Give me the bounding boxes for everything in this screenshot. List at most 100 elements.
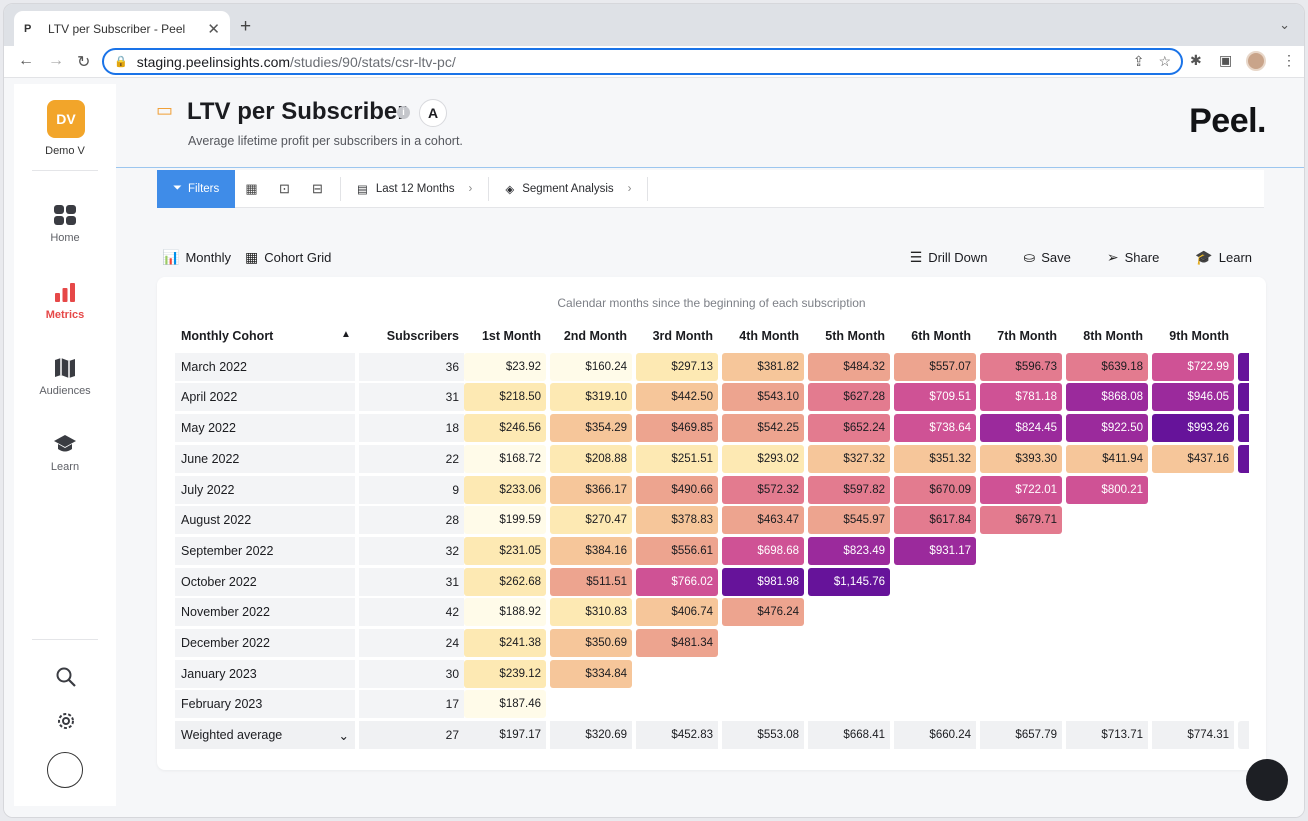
ltv-cell[interactable]: $484.32	[808, 352, 890, 381]
ltv-cell[interactable]: $411.94	[1066, 444, 1148, 473]
ltv-cell[interactable]: $993.26	[1152, 414, 1234, 443]
ltv-cell[interactable]: $188.92	[464, 598, 546, 627]
ltv-cell[interactable]: $310.83	[550, 598, 632, 627]
close-tab-icon[interactable]: ✕	[207, 20, 220, 38]
sort-ascending-icon[interactable]: ▲	[341, 329, 351, 340]
ltv-cell[interactable]: $572.32	[722, 475, 804, 504]
sidebar-item-metrics[interactable]: Metrics	[14, 281, 116, 321]
segment-analysis-selector[interactable]: ◈ Segment Analysis ›	[495, 182, 641, 196]
search-icon[interactable]	[55, 666, 77, 688]
ltv-cell[interactable]: $557.07	[894, 352, 976, 381]
tab-search-icon[interactable]: ⌄	[1279, 17, 1290, 32]
calendar-filter-icon[interactable]: ▦	[245, 180, 258, 196]
gear-icon[interactable]	[55, 710, 77, 732]
browser-menu-icon[interactable]: ⋮	[1282, 52, 1296, 68]
user-avatar[interactable]	[47, 752, 83, 788]
ltv-cell-overflow[interactable]	[1238, 414, 1249, 443]
ltv-cell[interactable]: $160.24	[550, 352, 632, 381]
address-bar[interactable]: 🔒 staging.peelinsights.com/studies/90/st…	[102, 48, 1183, 75]
column-header-month[interactable]: 5th Month	[825, 329, 885, 343]
ltv-cell[interactable]: $319.10	[550, 383, 632, 412]
ltv-cell[interactable]: $781.18	[980, 383, 1062, 412]
ltv-cell[interactable]: $543.10	[722, 383, 804, 412]
customer-filter-icon[interactable]: ⊡	[279, 180, 290, 196]
ltv-cell[interactable]: $1,145.76	[808, 567, 890, 596]
ltv-cell[interactable]: $350.69	[550, 629, 632, 657]
column-header-month[interactable]: 1st Month	[481, 329, 541, 343]
ltv-cell[interactable]: $187.46	[464, 690, 546, 719]
reload-icon[interactable]: ↻	[77, 54, 91, 71]
ltv-cell[interactable]: $922.50	[1066, 414, 1148, 443]
filters-button[interactable]: ⏷ Filters	[157, 169, 235, 208]
extensions-icon[interactable]: ✱	[1190, 52, 1202, 68]
ltv-cell[interactable]: $262.68	[464, 567, 546, 596]
info-icon[interactable]: i	[397, 106, 410, 119]
column-header-month[interactable]: 9th Month	[1169, 329, 1229, 343]
browser-tab[interactable]: P LTV per Subscriber - Peel ✕	[14, 11, 230, 46]
ltv-cell[interactable]: $199.59	[464, 506, 546, 535]
ltv-cell[interactable]: $542.25	[722, 414, 804, 443]
ltv-cell[interactable]: $251.51	[636, 444, 718, 473]
ltv-cell[interactable]: $168.72	[464, 444, 546, 473]
share-page-icon[interactable]: ⇪	[1132, 53, 1145, 69]
ltv-cell[interactable]: $297.13	[636, 352, 718, 381]
analyst-badge[interactable]: A	[419, 99, 447, 127]
ltv-cell[interactable]: $378.83	[636, 506, 718, 535]
ltv-cell[interactable]: $366.17	[550, 475, 632, 504]
column-header-subscribers[interactable]: Subscribers	[386, 329, 459, 343]
ltv-cell[interactable]: $709.51	[894, 383, 976, 412]
save-button[interactable]: ⛀ Save	[1024, 249, 1071, 266]
column-header-month[interactable]: 3rd Month	[652, 329, 713, 343]
ltv-cell[interactable]: $481.34	[636, 629, 718, 657]
ltv-cell[interactable]: $293.02	[722, 444, 804, 473]
ltv-cell[interactable]: $652.24	[808, 414, 890, 443]
forward-icon[interactable]: →	[48, 52, 64, 69]
ltv-cell[interactable]: $617.84	[894, 506, 976, 535]
ltv-cell[interactable]: $511.51	[550, 567, 632, 596]
sidebar-item-audiences[interactable]: Audiences	[14, 357, 116, 397]
ltv-cell[interactable]: $23.92	[464, 352, 546, 381]
ltv-cell[interactable]: $218.50	[464, 383, 546, 412]
ltv-cell[interactable]: $270.47	[550, 506, 632, 535]
ltv-cell[interactable]: $946.05	[1152, 383, 1234, 412]
side-panel-icon[interactable]: ▣	[1219, 52, 1233, 68]
ltv-cell[interactable]: $334.84	[550, 659, 632, 688]
ltv-cell[interactable]: $239.12	[464, 659, 546, 688]
back-icon[interactable]: ←	[18, 52, 34, 69]
ltv-cell[interactable]: $639.18	[1066, 352, 1148, 381]
column-header-month[interactable]: 6th Month	[911, 329, 971, 343]
ltv-cell[interactable]: $246.56	[464, 414, 546, 443]
ltv-cell[interactable]: $800.21	[1066, 475, 1148, 504]
ltv-cell[interactable]: $698.68	[722, 536, 804, 565]
sidebar-item-learn[interactable]: Learn	[14, 433, 116, 473]
ltv-cell[interactable]: $354.29	[550, 414, 632, 443]
ltv-cell-overflow[interactable]	[1238, 352, 1249, 381]
ltv-cell[interactable]: $233.06	[464, 475, 546, 504]
ltv-cell[interactable]: $381.82	[722, 352, 804, 381]
ltv-cell-overflow[interactable]	[1238, 444, 1249, 473]
ltv-cell[interactable]: $868.08	[1066, 383, 1148, 412]
weighted-average-dropdown[interactable]: Weighted average ⌄	[175, 721, 355, 750]
ltv-cell[interactable]: $545.97	[808, 506, 890, 535]
date-range-selector[interactable]: ▤ Last 12 Months ›	[347, 182, 482, 196]
ltv-cell[interactable]: $406.74	[636, 598, 718, 627]
ltv-cell[interactable]: $241.38	[464, 629, 546, 657]
monthly-toggle[interactable]: 📊 Monthly	[162, 249, 231, 266]
sidebar-item-home[interactable]: Home	[14, 204, 116, 244]
ltv-cell[interactable]: $437.16	[1152, 444, 1234, 473]
drill-down-button[interactable]: ☰ Drill Down	[910, 249, 988, 266]
ltv-cell[interactable]: $627.28	[808, 383, 890, 412]
column-header-month[interactable]: 4th Month	[739, 329, 799, 343]
ltv-cell[interactable]: $476.24	[722, 598, 804, 627]
ltv-cell[interactable]: $463.47	[722, 506, 804, 535]
ltv-cell-overflow[interactable]	[1238, 383, 1249, 412]
ltv-cell[interactable]: $823.49	[808, 536, 890, 565]
chat-launcher-icon[interactable]	[1246, 759, 1288, 801]
share-button[interactable]: ➢ Share	[1107, 249, 1159, 266]
ltv-cell[interactable]: $766.02	[636, 567, 718, 596]
ltv-cell[interactable]: $931.17	[894, 536, 976, 565]
org-avatar[interactable]: DV	[47, 100, 85, 138]
ltv-cell[interactable]: $327.32	[808, 444, 890, 473]
column-header-month[interactable]: 7th Month	[997, 329, 1057, 343]
column-header-month[interactable]: 8th Month	[1083, 329, 1143, 343]
